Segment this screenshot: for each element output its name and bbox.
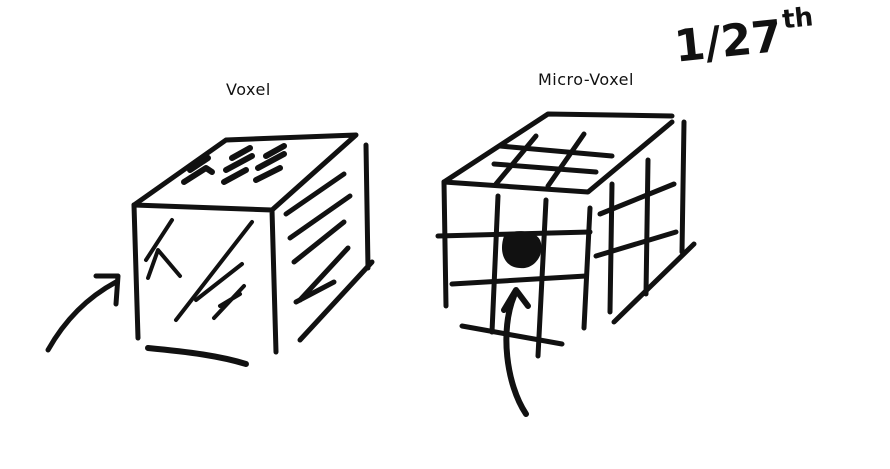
fraction-suffix: th (780, 2, 815, 36)
voxel-label: Voxel (226, 80, 271, 99)
micro-voxel-label: Micro-Voxel (538, 70, 634, 89)
voxel-cube (131, 132, 375, 367)
voxel-arrow (45, 273, 121, 353)
micro-voxel-cube (435, 111, 697, 359)
micro-voxel-arrow (501, 287, 531, 417)
